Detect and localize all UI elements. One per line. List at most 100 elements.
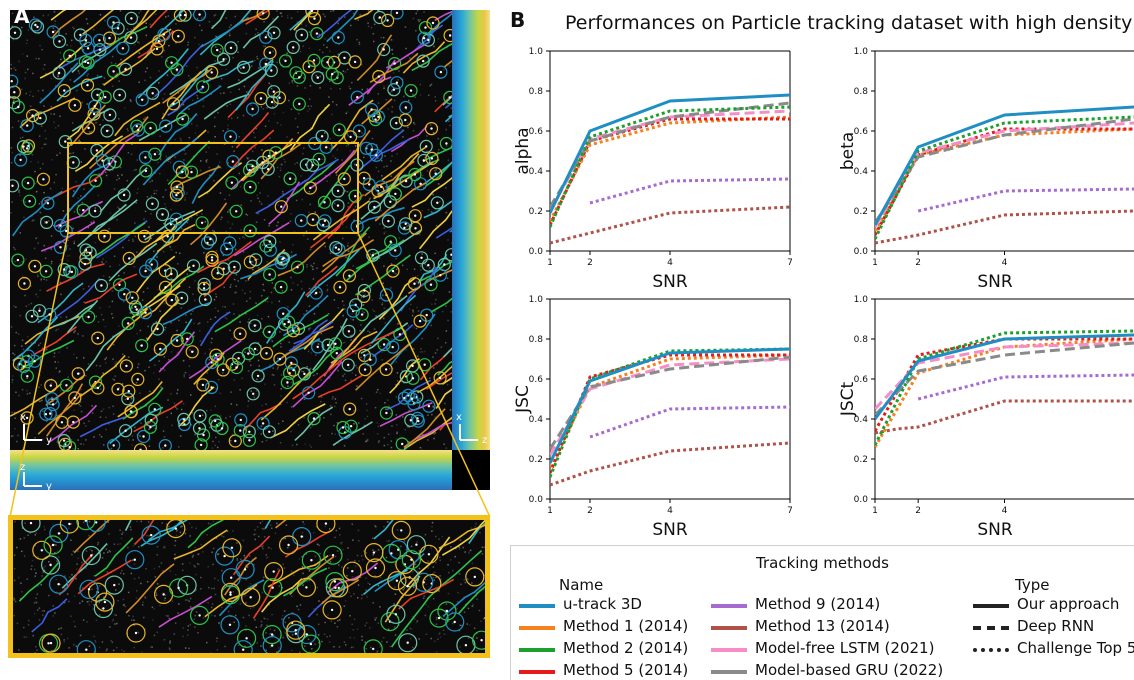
noise-pixel — [409, 57, 411, 59]
noise-pixel — [12, 375, 14, 377]
particle-center — [135, 125, 138, 128]
noise-pixel — [406, 225, 408, 228]
particle-track — [137, 266, 191, 313]
noise-pixel — [457, 601, 459, 603]
noise-pixel — [153, 567, 156, 570]
noise-pixel — [217, 369, 219, 371]
noise-pixel — [334, 536, 336, 539]
series-line-m9 — [589, 405, 790, 439]
noise-pixel — [431, 526, 433, 528]
particle-track — [293, 347, 339, 386]
noise-pixel — [255, 221, 258, 223]
noise-pixel — [419, 19, 421, 21]
noise-pixel — [435, 623, 438, 625]
noise-pixel — [276, 142, 278, 144]
particle-detection — [332, 123, 346, 137]
particle-center — [242, 66, 245, 69]
noise-pixel — [92, 608, 94, 610]
noise-pixel — [282, 111, 285, 114]
noise-pixel — [318, 33, 320, 36]
noise-pixel — [433, 170, 436, 172]
noise-pixel — [317, 623, 320, 626]
particle-center — [177, 586, 180, 590]
particle-detection — [91, 331, 105, 345]
noise-pixel — [279, 169, 282, 172]
noise-pixel — [221, 569, 223, 572]
noise-pixel — [341, 566, 343, 568]
noise-pixel — [220, 415, 222, 417]
noise-pixel — [222, 536, 225, 538]
noise-pixel — [352, 539, 354, 541]
particle-track — [270, 403, 326, 439]
series-line-m9 — [589, 177, 790, 205]
particle-detection — [138, 306, 153, 320]
particle-detection — [434, 65, 448, 79]
particle-center — [251, 107, 254, 111]
noise-pixel — [134, 44, 136, 46]
noise-pixel — [210, 409, 212, 411]
noise-pixel — [230, 606, 232, 608]
noise-pixel — [170, 321, 172, 324]
noise-pixel — [243, 85, 246, 88]
noise-pixel — [241, 377, 243, 380]
noise-pixel — [280, 346, 282, 348]
noise-pixel — [325, 585, 327, 588]
noise-pixel — [196, 114, 198, 116]
x-tick-label: 2 — [587, 258, 593, 268]
noise-pixel — [190, 167, 192, 170]
noise-pixel — [148, 445, 151, 447]
noise-pixel — [184, 647, 187, 649]
noise-pixel — [481, 546, 484, 548]
noise-pixel — [352, 319, 354, 321]
noise-pixel — [168, 359, 170, 361]
noise-pixel — [276, 61, 278, 64]
particle-center — [409, 419, 412, 422]
particle-center — [210, 256, 214, 259]
noise-pixel — [268, 32, 270, 35]
noise-pixel — [215, 436, 217, 439]
noise-pixel — [35, 597, 37, 599]
noise-pixel — [133, 624, 136, 626]
particle-track — [293, 10, 314, 31]
particle-center — [268, 330, 271, 334]
noise-pixel — [383, 87, 385, 89]
noise-pixel — [430, 83, 433, 86]
particle-center — [378, 16, 381, 19]
noise-pixel — [419, 265, 422, 267]
particle-detection — [152, 34, 166, 48]
noise-pixel — [82, 335, 84, 337]
particle-track — [114, 101, 161, 137]
microscopy-corner — [452, 450, 490, 490]
noise-pixel — [127, 439, 130, 441]
noise-pixel — [349, 150, 351, 152]
noise-pixel — [127, 591, 130, 594]
particle-track — [362, 569, 408, 596]
particle-center — [113, 583, 116, 587]
noise-pixel — [137, 631, 140, 634]
particle-detection — [14, 153, 28, 167]
particle-detection — [79, 243, 93, 257]
noise-pixel — [107, 521, 110, 523]
particle-track — [374, 553, 425, 593]
particle-center — [164, 124, 167, 128]
noise-pixel — [138, 308, 140, 310]
particle-center — [28, 200, 31, 203]
noise-pixel — [450, 107, 452, 110]
noise-pixel — [262, 45, 265, 48]
particle-center — [370, 108, 373, 111]
noise-pixel — [23, 537, 25, 539]
noise-pixel — [445, 211, 448, 214]
noise-pixel — [26, 393, 29, 395]
noise-pixel — [148, 267, 151, 269]
noise-pixel — [100, 436, 103, 438]
noise-pixel — [42, 89, 44, 92]
noise-pixel — [33, 16, 35, 19]
particle-detection — [286, 40, 300, 55]
particle-center — [149, 426, 152, 429]
noise-pixel — [316, 586, 318, 589]
noise-pixel — [70, 615, 72, 617]
noise-pixel — [133, 646, 135, 649]
particle-detection — [150, 322, 165, 336]
particle-center — [10, 80, 13, 83]
noise-pixel — [97, 321, 100, 323]
